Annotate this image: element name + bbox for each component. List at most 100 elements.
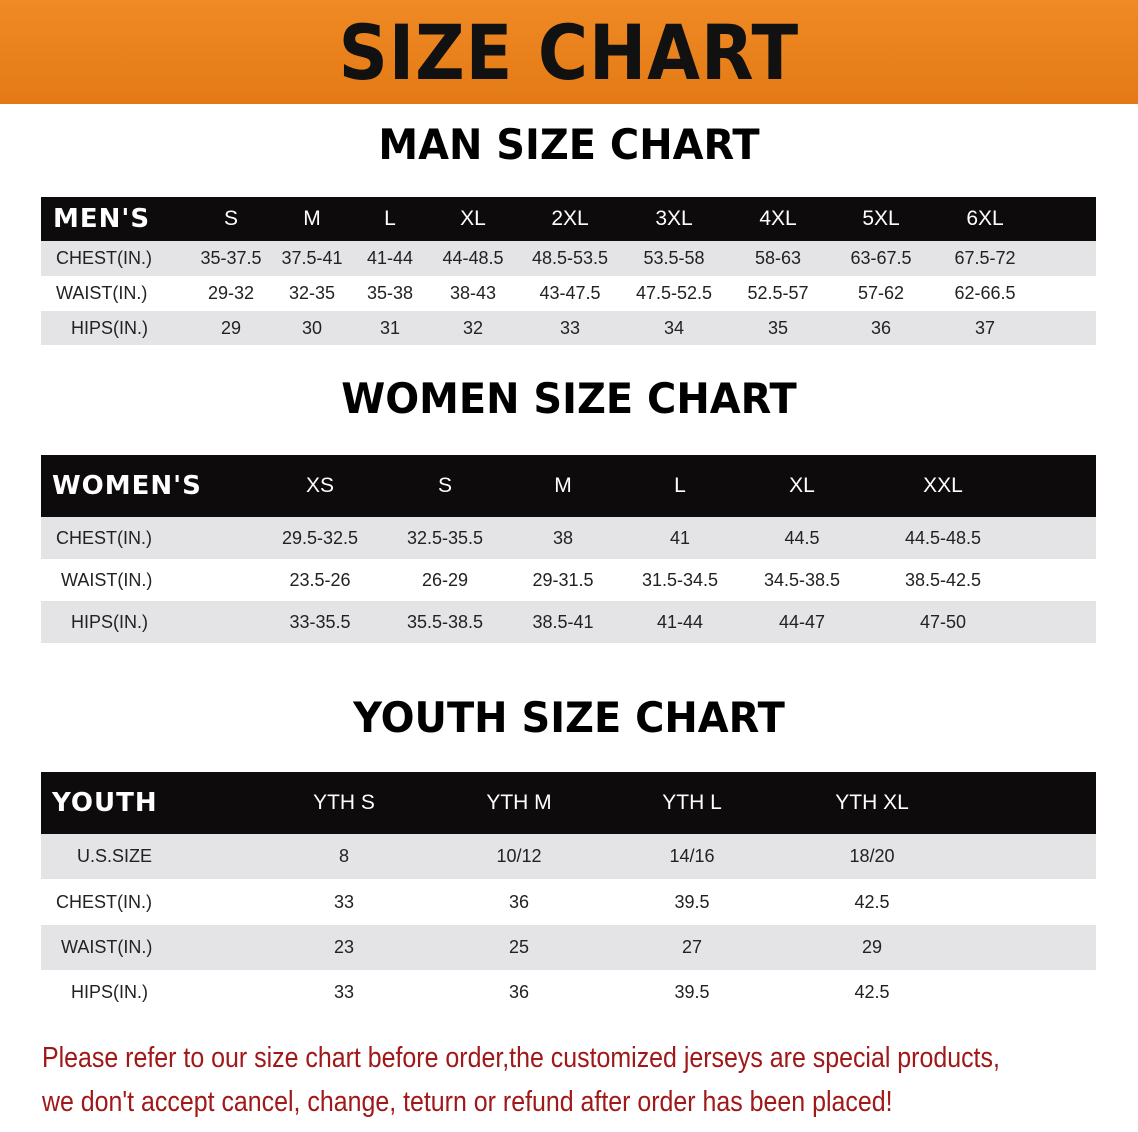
row-label: HIPS(IN.) <box>71 317 149 338</box>
row-label: CHEST(IN.) <box>56 527 152 548</box>
measurement-cell: 30 <box>301 317 323 338</box>
size-header-cell: YTH L <box>662 791 722 814</box>
measurement-cell: 48.5-53.5 <box>531 248 609 268</box>
measurement-cell: 35.5-38.5 <box>406 611 484 632</box>
table-header-row: WOMEN'S XS S M L XL XXL <box>41 455 1096 517</box>
measurement-cell: 10/12 <box>496 846 542 866</box>
measurement-cell: 37.5-41 <box>281 248 343 268</box>
measurement-cell: 29-32 <box>207 283 255 303</box>
measurement-cell: 44-47 <box>778 611 826 632</box>
measurement-cell: 29-31.5 <box>532 569 594 590</box>
measurement-cell: 41-44 <box>656 611 704 632</box>
measurement-cell: 27 <box>681 937 703 957</box>
women-size-table: WOMEN'S XS S M L XL XXL CHEST(IN.) 29.5-32.5 32.5… <box>41 455 1096 643</box>
measurement-cell: 43-47.5 <box>539 283 601 303</box>
measurement-cell: 38-43 <box>449 283 497 303</box>
size-header-cell: YTH XL <box>835 791 909 814</box>
size-header-cell: YTH M <box>486 791 552 814</box>
size-header-cell: XL <box>460 207 486 230</box>
size-header-cell: S <box>437 474 452 497</box>
table-row: WAIST(IN.) 23 25 27 29 <box>41 925 1096 970</box>
table-header-label: WOMEN'S <box>52 471 202 501</box>
measurement-cell: 62-66.5 <box>954 283 1016 303</box>
youth-section-title: YOUTH SIZE CHART <box>353 693 785 742</box>
measurement-cell: 35 <box>767 317 789 338</box>
size-header-cell: 5XL <box>862 207 900 230</box>
measurement-cell: 41-44 <box>366 248 414 268</box>
size-chart-banner: SIZE CHART <box>0 0 1138 104</box>
measurement-cell: 47-50 <box>919 611 967 632</box>
measurement-cell: 52.5-57 <box>747 283 809 303</box>
measurement-cell: 42.5 <box>854 891 890 912</box>
size-header-cell: 2XL <box>551 207 589 230</box>
order-note-line-1: Please refer to our size chart before or… <box>42 1042 1000 1074</box>
size-header-cell: S <box>223 207 238 230</box>
measurement-cell: 23 <box>333 937 355 957</box>
table-row: CHEST(IN.) 29.5-32.5 32.5-35.5 38 41 44.5 44.5… <box>41 517 1096 559</box>
table-row: HIPS(IN.) 29 30 31 32 33 34 35 36 37 <box>41 311 1096 345</box>
row-label: U.S.SIZE <box>77 846 153 866</box>
measurement-cell: 8 <box>338 846 349 866</box>
size-header-cell: L <box>384 207 396 230</box>
table-header-row: MEN'S S M L XL 2XL 3XL 4XL 5XL 6XL <box>41 197 1096 241</box>
table-row: WAIST(IN.) 29-32 32-35 35-38 38-43 43-47.5 47.… <box>41 276 1096 311</box>
measurement-cell: 29.5-32.5 <box>281 527 359 548</box>
size-header-cell: XL <box>789 474 815 497</box>
size-header-cell: 6XL <box>966 207 1004 230</box>
measurement-cell: 18/20 <box>849 846 895 866</box>
measurement-cell: 57-62 <box>857 283 905 303</box>
measurement-cell: 53.5-58 <box>643 248 705 268</box>
banner-title: SIZE CHART <box>338 7 800 97</box>
measurement-cell: 26-29 <box>421 569 469 590</box>
measurement-cell: 33 <box>559 317 581 338</box>
row-label: HIPS(IN.) <box>71 982 149 1002</box>
row-label: WAIST(IN.) <box>61 937 153 957</box>
table-header-label: YOUTH <box>52 788 158 818</box>
size-header-cell: L <box>674 474 686 497</box>
measurement-cell: 23.5-26 <box>289 569 351 590</box>
measurement-cell: 34 <box>663 317 685 338</box>
size-header-cell: XXL <box>923 474 963 497</box>
measurement-cell: 44.5 <box>784 527 820 548</box>
measurement-cell: 58-63 <box>754 248 802 268</box>
measurement-cell: 44-48.5 <box>442 248 504 268</box>
size-header-cell: 3XL <box>655 207 693 230</box>
row-label: WAIST(IN.) <box>56 283 148 303</box>
size-header-cell: 4XL <box>759 207 797 230</box>
measurement-cell: 31.5-34.5 <box>641 569 719 590</box>
measurement-cell: 32-35 <box>288 283 336 303</box>
measurement-cell: 32.5-35.5 <box>406 527 484 548</box>
table-row: CHEST(IN.) 35-37.5 37.5-41 41-44 44-48.5 48.5… <box>41 241 1096 276</box>
table-header-row: YOUTH YTH S YTH M YTH L YTH XL <box>41 772 1096 834</box>
measurement-cell: 25 <box>508 937 530 957</box>
size-header-cell: M <box>303 207 321 230</box>
men-size-table: MEN'S S M L XL 2XL 3XL 4XL 5XL 6XL CHEST(IN.) 35-37… <box>41 197 1096 345</box>
table-row: HIPS(IN.) 33 36 39.5 42.5 <box>41 970 1096 1015</box>
measurement-cell: 29 <box>861 937 883 957</box>
measurement-cell: 63-67.5 <box>850 248 912 268</box>
measurement-cell: 37 <box>974 317 996 338</box>
row-label: WAIST(IN.) <box>61 569 153 590</box>
measurement-cell: 47.5-52.5 <box>635 283 713 303</box>
measurement-cell: 38.5-42.5 <box>904 569 982 590</box>
youth-size-table: YOUTH YTH S YTH M YTH L YTH XL U.S.SIZE 8 10/12… <box>41 772 1096 1015</box>
row-label: CHEST(IN.) <box>56 891 152 912</box>
men-section-title: MAN SIZE CHART <box>378 120 760 169</box>
table-row: WAIST(IN.) 23.5-26 26-29 29-31.5 31.5-34.5 34… <box>41 559 1096 601</box>
measurement-cell: 42.5 <box>854 982 890 1002</box>
row-label: HIPS(IN.) <box>71 611 149 632</box>
row-label: CHEST(IN.) <box>56 248 152 268</box>
measurement-cell: 67.5-72 <box>954 248 1016 268</box>
measurement-cell: 38.5-41 <box>532 611 594 632</box>
measurement-cell: 35-37.5 <box>200 248 262 268</box>
size-header-cell: XS <box>305 474 334 497</box>
measurement-cell: 14/16 <box>669 846 715 866</box>
measurement-cell: 35-38 <box>366 283 414 303</box>
table-row: U.S.SIZE 8 10/12 14/16 18/20 <box>41 834 1096 879</box>
measurement-cell: 39.5 <box>674 982 710 1002</box>
measurement-cell: 29 <box>220 317 242 338</box>
measurement-cell: 33-35.5 <box>289 611 351 632</box>
measurement-cell: 32 <box>462 317 484 338</box>
measurement-cell: 34.5-38.5 <box>763 569 841 590</box>
measurement-cell: 31 <box>379 317 401 338</box>
